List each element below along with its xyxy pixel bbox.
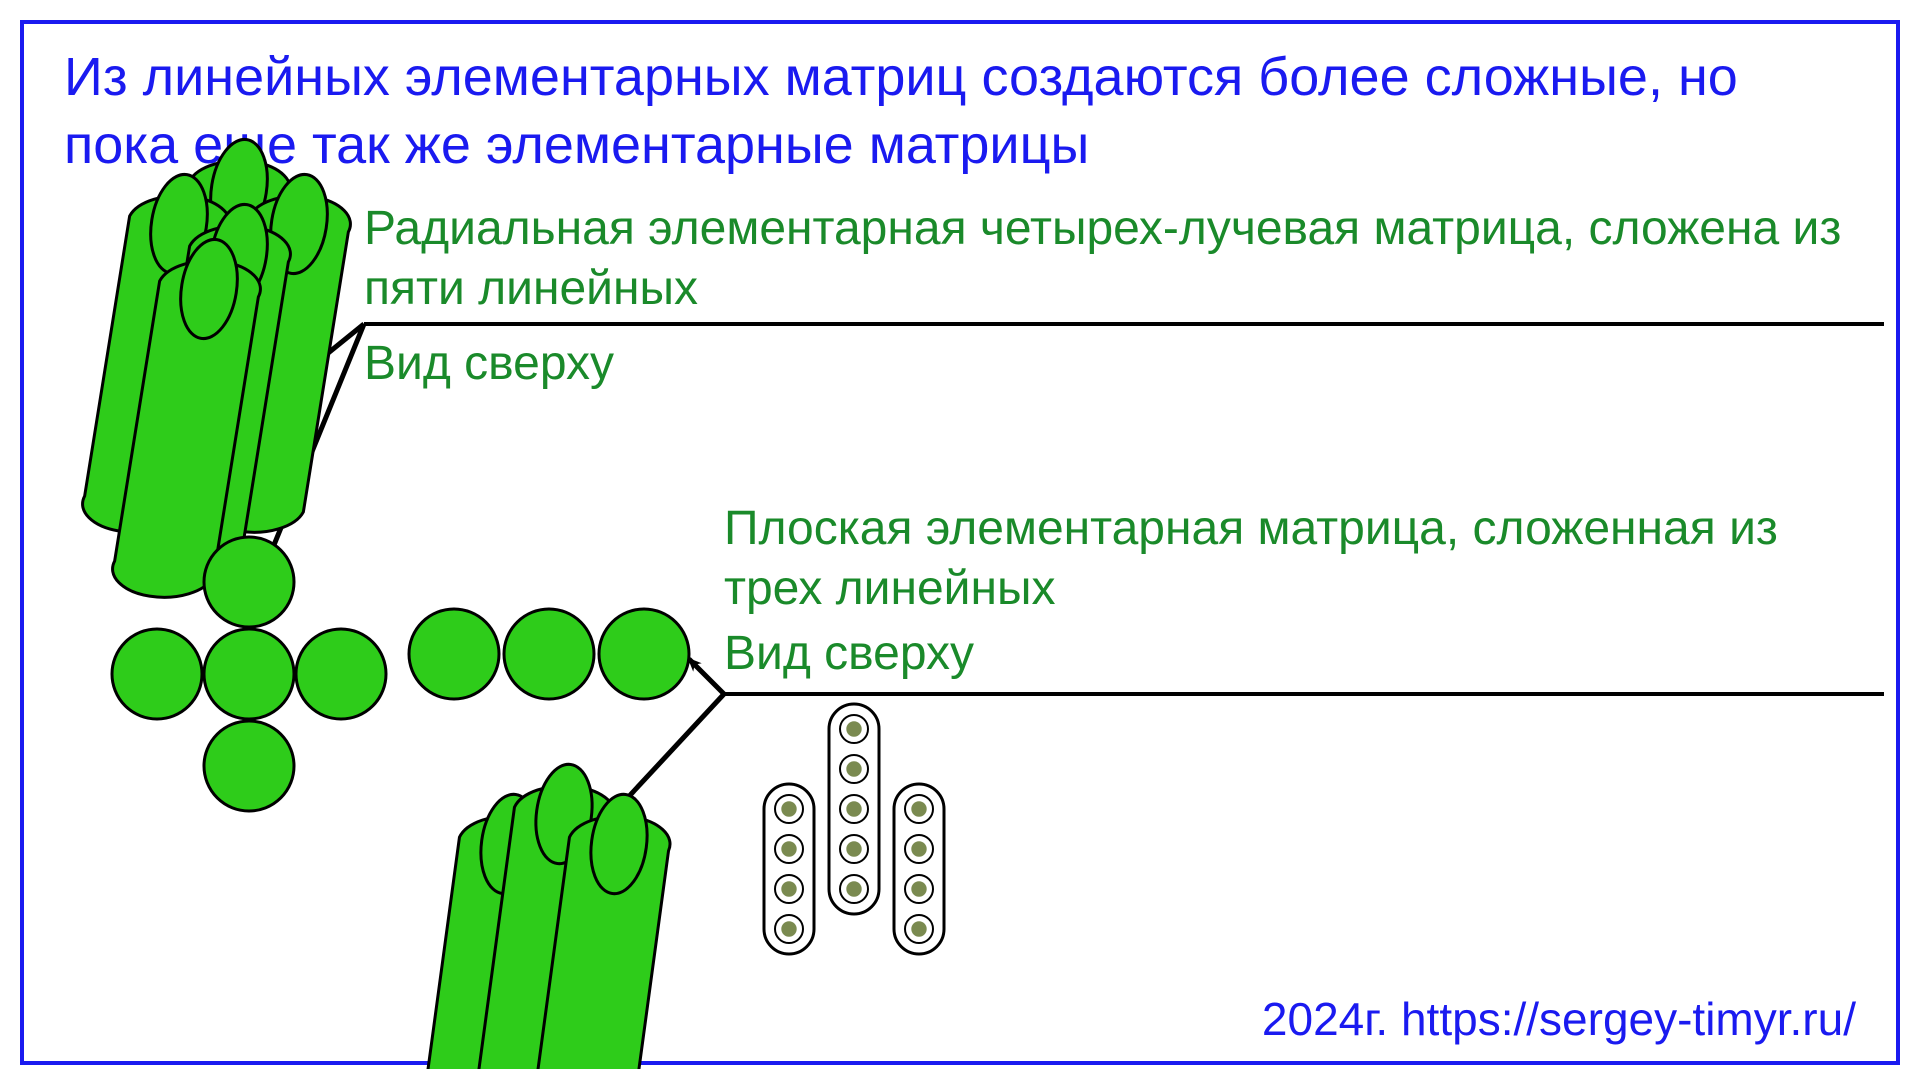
flat-iso-view bbox=[418, 761, 670, 1069]
diagram-scene bbox=[24, 24, 1904, 1069]
flat-top-view bbox=[409, 609, 689, 699]
flat-detail-view bbox=[764, 704, 944, 954]
pointer-arrow bbox=[689, 659, 724, 694]
diagram-frame: Из линейных элементарных матриц создаютс… bbox=[20, 20, 1900, 1065]
radial-iso-view bbox=[83, 135, 351, 597]
